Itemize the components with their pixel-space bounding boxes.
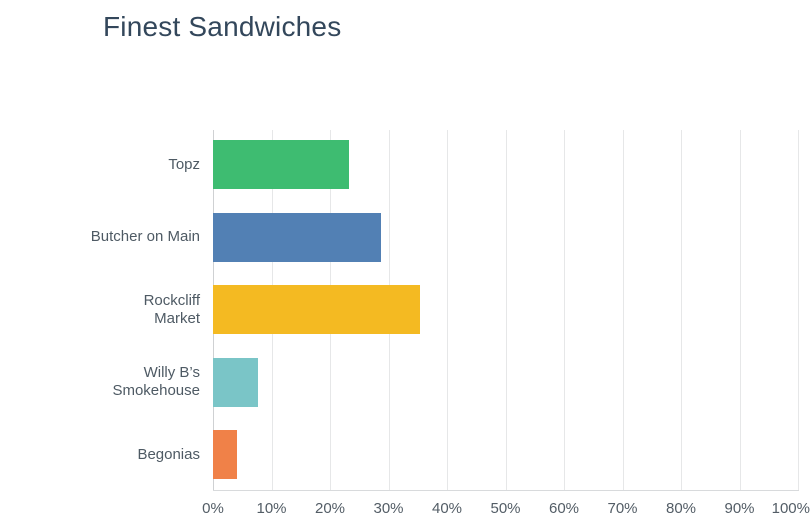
- category-label-line: Smokehouse: [112, 382, 200, 399]
- gridline: [740, 130, 741, 490]
- category-label: Rockcliff Market: [70, 285, 200, 334]
- gridline: [623, 130, 624, 490]
- gridline: [564, 130, 565, 490]
- category-label: Begonias: [70, 430, 200, 479]
- category-label: Willy B’s Smokehouse: [70, 358, 200, 407]
- bar-butcher-on-main: [213, 212, 381, 262]
- x-tick-label: 50%: [490, 500, 521, 517]
- category-label-line: Begonias: [137, 445, 200, 463]
- x-tick-label: 10%: [256, 500, 287, 517]
- x-tick-label: 20%: [314, 500, 346, 517]
- x-tick-label: 80%: [665, 500, 697, 517]
- plot-area: [213, 130, 799, 490]
- bar-willy-b-s-smokehouse: [213, 357, 258, 407]
- x-tick-label: 90%: [724, 500, 755, 517]
- category-label-line: Butcher on Main: [90, 228, 200, 245]
- x-tick-label: 0%: [202, 500, 224, 517]
- x-tick-label: 40%: [431, 500, 463, 517]
- category-label-line: Topz: [168, 155, 200, 173]
- x-tick-label: 100%: [771, 500, 810, 517]
- category-label-line: Market: [154, 309, 200, 327]
- bar-rockcliff-market: [213, 285, 421, 334]
- chart-title: Finest Sandwiches: [103, 11, 342, 42]
- x-tick-label: 60%: [548, 500, 580, 517]
- bar-topz: [213, 140, 350, 189]
- category-label: Butcher on Main: [70, 213, 200, 262]
- gridline: [681, 130, 682, 490]
- x-tick-label: 30%: [373, 500, 404, 517]
- category-label-line: Willy B’s: [143, 364, 200, 381]
- category-label: Topz: [70, 140, 200, 189]
- gridline: [506, 130, 507, 490]
- x-axis-line: [213, 490, 799, 491]
- category-label-line: Rockcliff: [143, 291, 200, 309]
- x-tick-label: 70%: [607, 500, 638, 517]
- gridline: [798, 130, 799, 490]
- bar-begonias: [213, 430, 237, 479]
- gridline: [447, 130, 448, 490]
